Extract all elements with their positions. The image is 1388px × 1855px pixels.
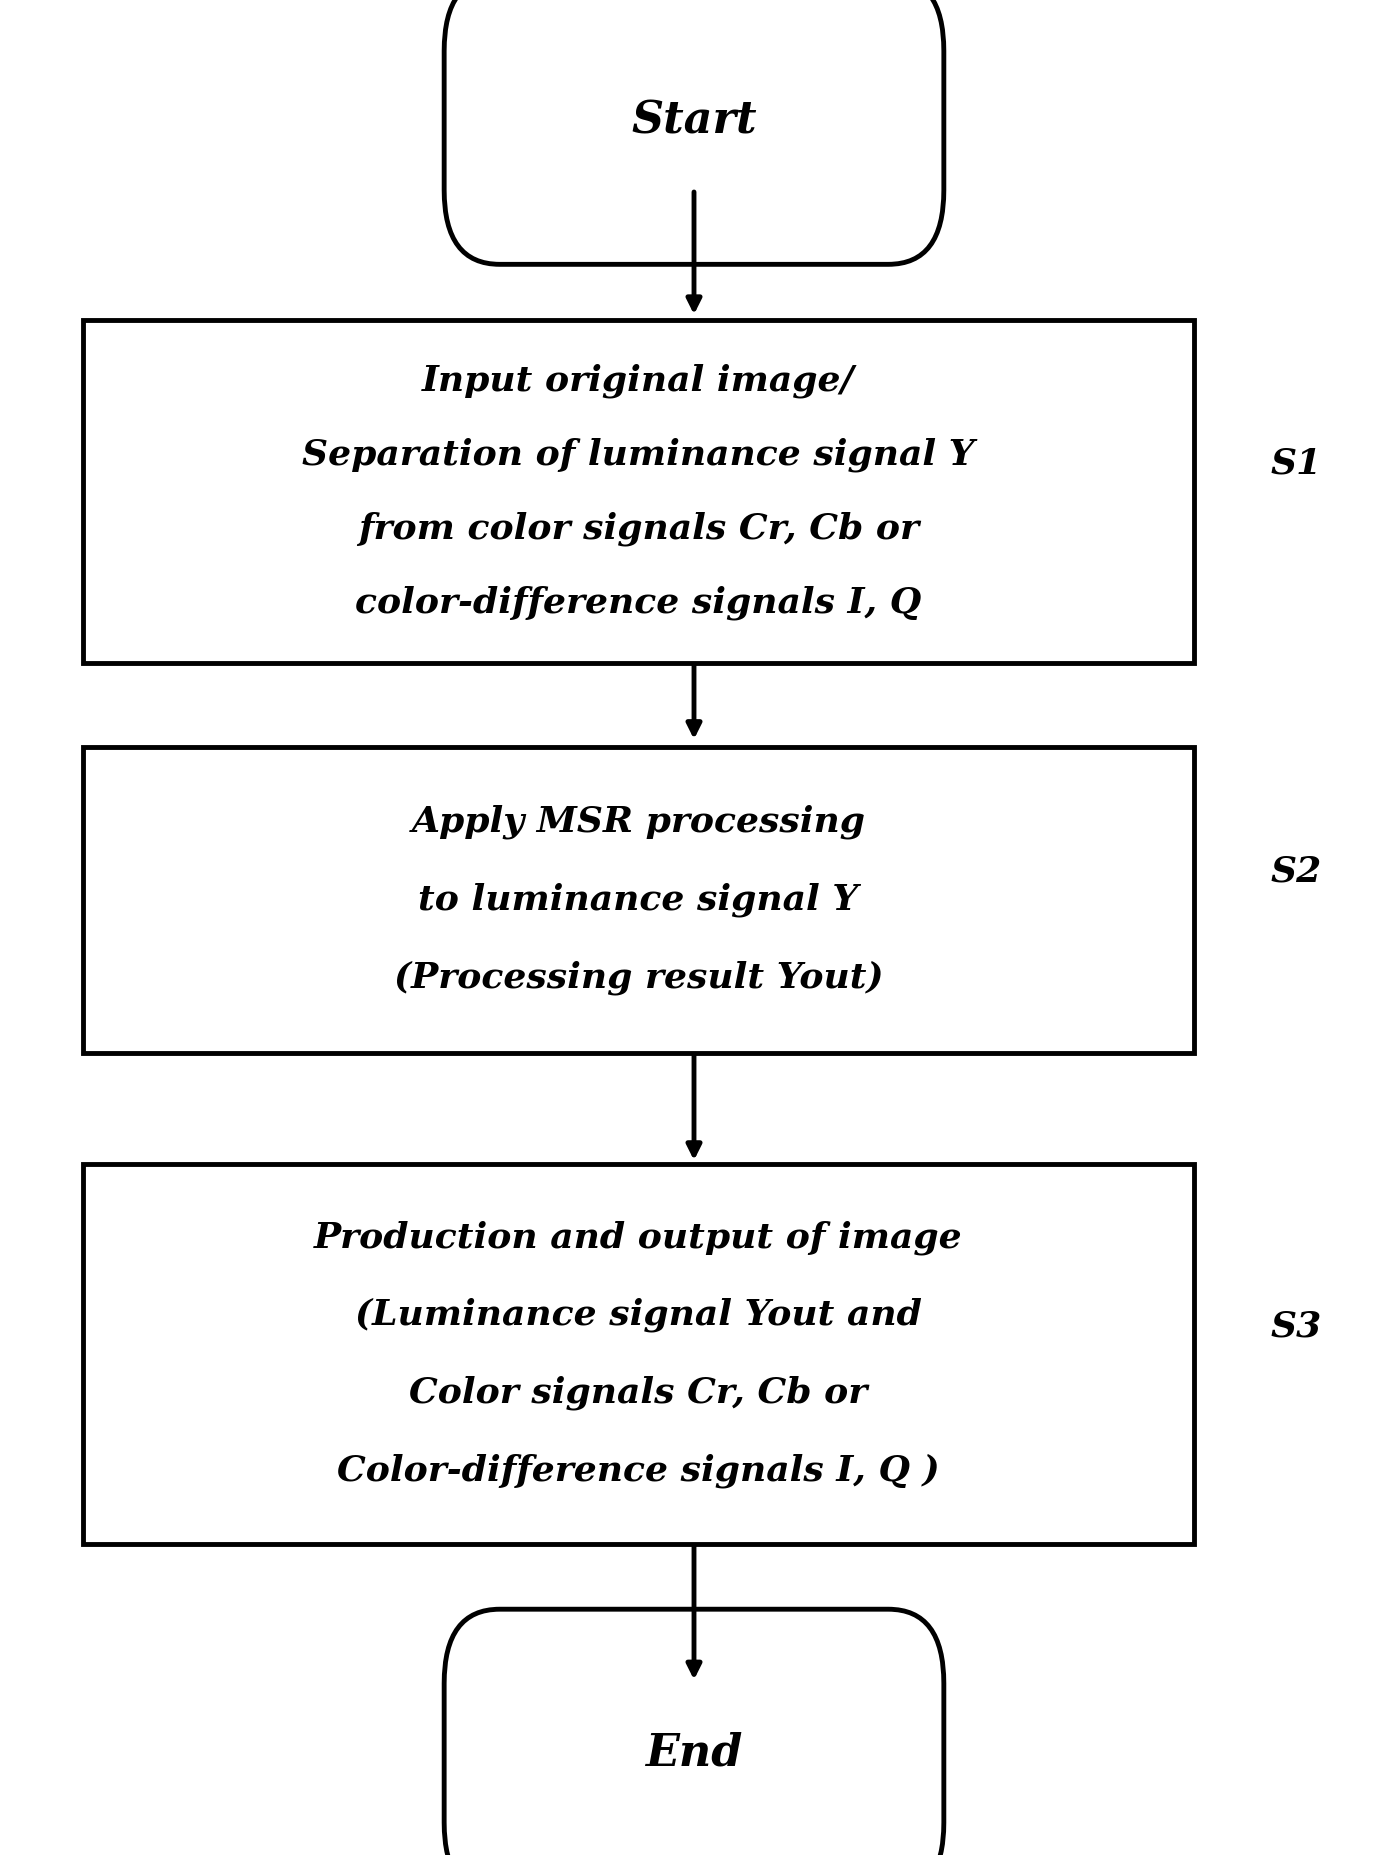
Bar (83, 1165, 1194, 1543)
Text: Production and output of image: Production and output of image (314, 1221, 963, 1254)
Text: (Processing result Yout): (Processing result Yout) (394, 961, 883, 994)
Text: S1: S1 (1270, 447, 1321, 480)
FancyBboxPatch shape (444, 0, 944, 263)
FancyBboxPatch shape (444, 1608, 944, 1855)
Text: from color signals Cr, Cb or: from color signals Cr, Cb or (358, 512, 919, 545)
Text: Apply MSR processing: Apply MSR processing (411, 805, 866, 838)
Text: Color-difference signals I, Q ): Color-difference signals I, Q ) (337, 1454, 940, 1488)
Text: S2: S2 (1270, 855, 1321, 889)
Text: color-difference signals I, Q: color-difference signals I, Q (355, 586, 922, 620)
Text: End: End (645, 1731, 743, 1775)
Text: Separation of luminance signal Y: Separation of luminance signal Y (303, 438, 974, 471)
Text: to luminance signal Y: to luminance signal Y (418, 883, 859, 916)
Text: S3: S3 (1270, 1310, 1321, 1343)
Bar (83, 319, 1194, 664)
Text: Color signals Cr, Cb or: Color signals Cr, Cb or (409, 1376, 868, 1410)
Text: (Luminance signal Yout and: (Luminance signal Yout and (355, 1298, 922, 1332)
Bar (83, 746, 1194, 1052)
Text: Start: Start (632, 98, 756, 143)
Text: Input original image/: Input original image/ (422, 364, 855, 397)
